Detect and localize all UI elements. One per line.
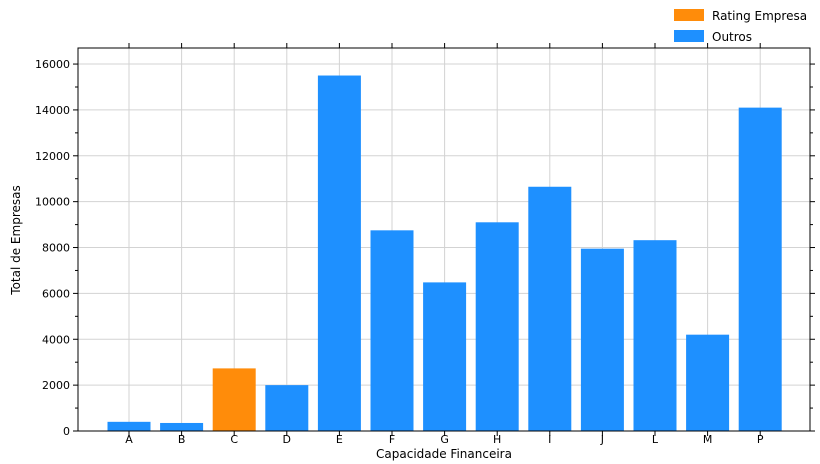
x-tick-label: A	[125, 433, 133, 446]
bar-J	[580, 248, 624, 431]
bar-G	[423, 282, 467, 431]
y-tick-label: 12000	[35, 150, 70, 163]
x-tick-label: D	[283, 433, 291, 446]
y-tick-label: 6000	[42, 287, 70, 300]
bar-M	[686, 334, 730, 431]
y-tick-label: 4000	[42, 333, 70, 346]
bar-L	[633, 240, 677, 431]
bar-C	[212, 368, 256, 431]
y-axis-ticks: 0 2000 4000 6000 8000 10000 12000 14000 16000	[35, 58, 815, 438]
bar-A	[107, 421, 151, 431]
y-tick-label: 0	[63, 425, 70, 438]
x-tick-label: C	[230, 433, 238, 446]
y-tick-label: 2000	[42, 379, 70, 392]
bars	[107, 75, 782, 431]
bar-I	[528, 186, 572, 431]
y-tick-label: 10000	[35, 196, 70, 209]
plot-frame	[77, 47, 811, 432]
bar-F	[370, 230, 414, 431]
bar-D	[265, 385, 309, 431]
x-tick-label: E	[336, 433, 343, 446]
y-tick-label: 8000	[42, 242, 70, 255]
bar-P	[738, 107, 782, 431]
x-tick-label: M	[703, 433, 713, 446]
x-tick-label: H	[493, 433, 501, 446]
bar-B	[160, 422, 204, 431]
x-tick-label: L	[652, 433, 659, 446]
x-tick-label: G	[440, 433, 449, 446]
legend-label-outros: Outros	[712, 30, 752, 44]
bar-E	[317, 75, 361, 431]
legend-label-rating-empresa: Rating Empresa	[712, 9, 807, 23]
y-tick-label: 16000	[35, 58, 70, 71]
x-tick-label: P	[757, 433, 764, 446]
y-tick-label: 14000	[35, 104, 70, 117]
x-tick-label: J	[600, 433, 604, 446]
legend-swatch-rating-empresa	[674, 9, 704, 21]
legend: Rating Empresa Outros	[674, 9, 807, 44]
x-tick-label: B	[178, 433, 186, 446]
y-axis-title: Total de Empresas	[9, 185, 23, 295]
x-tick-label: F	[389, 433, 395, 446]
x-tick-label: I	[548, 433, 551, 446]
bar-H	[475, 222, 519, 431]
x-axis-title: Capacidade Financeira	[376, 447, 512, 461]
legend-swatch-outros	[674, 30, 704, 42]
